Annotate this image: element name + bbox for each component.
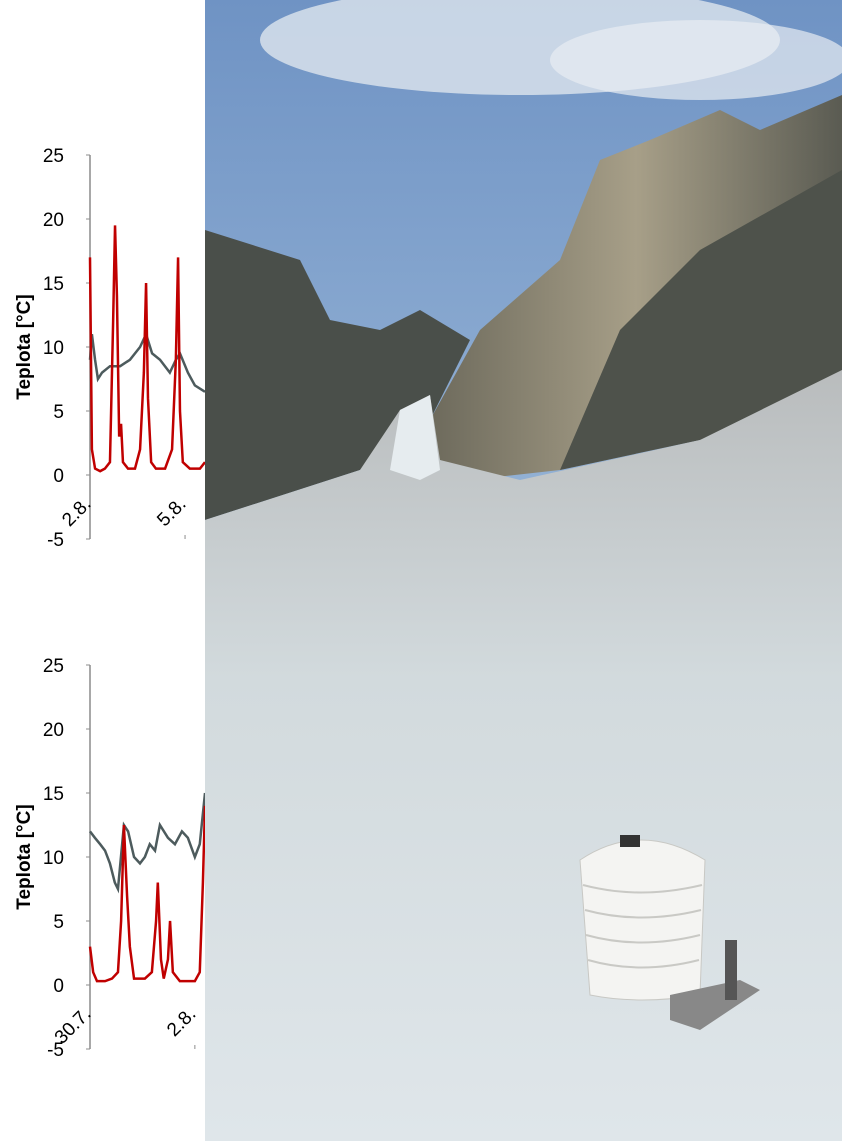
y-axis-label: Teplota [°C]	[14, 294, 35, 399]
x-tick-label: 2.8.	[163, 1004, 200, 1041]
y-axis-label: Teplota [°C]	[14, 804, 35, 909]
y-tick-label: 15	[43, 274, 64, 295]
data-line	[90, 806, 205, 981]
y-tick-label: 10	[43, 848, 64, 869]
data-line	[90, 225, 205, 471]
photo	[205, 0, 842, 1141]
data-line	[90, 793, 205, 889]
y-tick-label: 0	[53, 466, 64, 487]
y-tick-label: 25	[43, 656, 64, 677]
y-tick-label: 20	[43, 210, 64, 231]
y-tick-label: 15	[43, 784, 64, 805]
y-tick-label: 20	[43, 720, 64, 741]
y-tick-label: -5	[47, 530, 64, 551]
y-tick-label: 5	[53, 912, 64, 933]
y-tick-label: 25	[43, 146, 64, 167]
y-tick-label: 10	[43, 338, 64, 359]
x-tick-label: 5.8.	[153, 494, 190, 531]
y-tick-label: 5	[53, 402, 64, 423]
page: -505101520252.8.5.8.Teplota [°C]-5051015…	[0, 0, 842, 1141]
y-tick-label: 0	[53, 976, 64, 997]
